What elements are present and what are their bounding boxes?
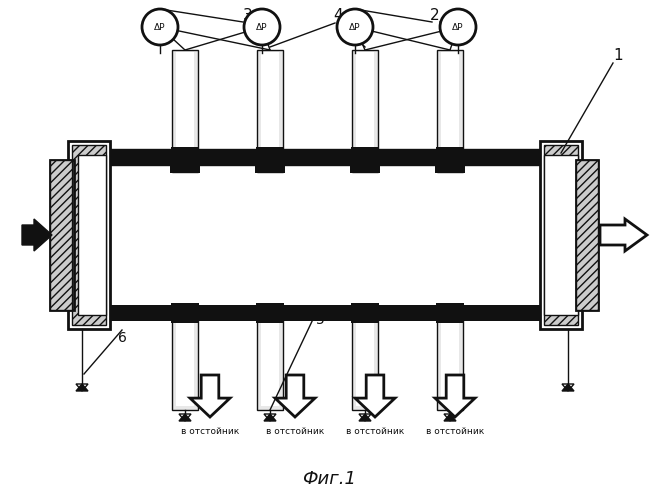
Polygon shape bbox=[355, 375, 395, 417]
Text: в отстойник: в отстойник bbox=[346, 427, 404, 436]
Bar bbox=[257, 50, 283, 172]
Polygon shape bbox=[179, 414, 191, 421]
Bar bbox=[576, 160, 598, 310]
Bar bbox=[351, 303, 379, 323]
Bar bbox=[72, 145, 106, 325]
Bar bbox=[441, 309, 459, 406]
Bar bbox=[110, 305, 540, 321]
Text: в отстойник: в отстойник bbox=[266, 427, 324, 436]
Bar bbox=[255, 153, 285, 173]
Circle shape bbox=[244, 9, 280, 45]
Polygon shape bbox=[359, 414, 371, 421]
Polygon shape bbox=[359, 414, 371, 421]
Bar bbox=[356, 52, 374, 170]
Bar bbox=[110, 149, 540, 165]
Bar bbox=[171, 303, 199, 323]
Text: 3: 3 bbox=[243, 8, 253, 22]
Text: ΔP: ΔP bbox=[256, 24, 268, 32]
Bar bbox=[540, 141, 582, 329]
Text: ΔP: ΔP bbox=[154, 24, 166, 32]
Text: в отстойник: в отстойник bbox=[426, 427, 484, 436]
Polygon shape bbox=[435, 375, 475, 417]
Circle shape bbox=[337, 9, 373, 45]
Bar bbox=[78, 155, 106, 315]
Polygon shape bbox=[444, 414, 456, 421]
Circle shape bbox=[142, 9, 178, 45]
Circle shape bbox=[440, 9, 476, 45]
Bar bbox=[110, 305, 540, 321]
Bar bbox=[437, 305, 463, 410]
Bar bbox=[261, 52, 279, 170]
Text: 6: 6 bbox=[118, 331, 126, 345]
Bar bbox=[576, 160, 598, 310]
Bar bbox=[436, 147, 464, 167]
Bar bbox=[352, 50, 378, 172]
Bar bbox=[356, 309, 374, 406]
Bar bbox=[176, 309, 194, 406]
Bar bbox=[172, 50, 198, 172]
Bar bbox=[170, 153, 200, 173]
Bar bbox=[171, 147, 199, 167]
Bar bbox=[176, 52, 194, 170]
Text: Фиг.1: Фиг.1 bbox=[302, 470, 356, 488]
Polygon shape bbox=[444, 414, 456, 421]
Text: 5: 5 bbox=[316, 313, 324, 327]
FancyArrow shape bbox=[22, 219, 52, 251]
Bar bbox=[436, 303, 464, 323]
Bar bbox=[50, 160, 74, 310]
Text: 2: 2 bbox=[430, 8, 440, 22]
Text: 4: 4 bbox=[333, 8, 343, 22]
Bar bbox=[351, 147, 379, 167]
Text: ΔP: ΔP bbox=[349, 24, 361, 32]
Polygon shape bbox=[76, 384, 88, 391]
Bar bbox=[110, 149, 540, 165]
Polygon shape bbox=[600, 219, 647, 251]
Bar bbox=[261, 309, 279, 406]
Polygon shape bbox=[275, 375, 315, 417]
Bar bbox=[435, 153, 465, 173]
Polygon shape bbox=[264, 414, 276, 421]
Bar bbox=[441, 52, 459, 170]
Bar bbox=[68, 141, 110, 329]
Polygon shape bbox=[264, 414, 276, 421]
Text: ΔP: ΔP bbox=[452, 24, 464, 32]
Bar bbox=[256, 147, 284, 167]
Text: в отстойник: в отстойник bbox=[181, 427, 239, 436]
Bar bbox=[544, 145, 578, 325]
Polygon shape bbox=[562, 384, 574, 391]
Bar bbox=[544, 155, 578, 315]
Text: 1: 1 bbox=[613, 48, 623, 62]
Bar bbox=[80, 155, 570, 315]
Bar bbox=[350, 153, 380, 173]
Bar bbox=[50, 160, 72, 310]
Bar bbox=[352, 305, 378, 410]
Bar bbox=[257, 305, 283, 410]
Polygon shape bbox=[562, 384, 574, 391]
Bar bbox=[110, 149, 540, 165]
Polygon shape bbox=[76, 384, 88, 391]
Bar bbox=[256, 303, 284, 323]
Polygon shape bbox=[179, 414, 191, 421]
Polygon shape bbox=[190, 375, 230, 417]
Bar bbox=[437, 50, 463, 172]
Bar bbox=[172, 305, 198, 410]
